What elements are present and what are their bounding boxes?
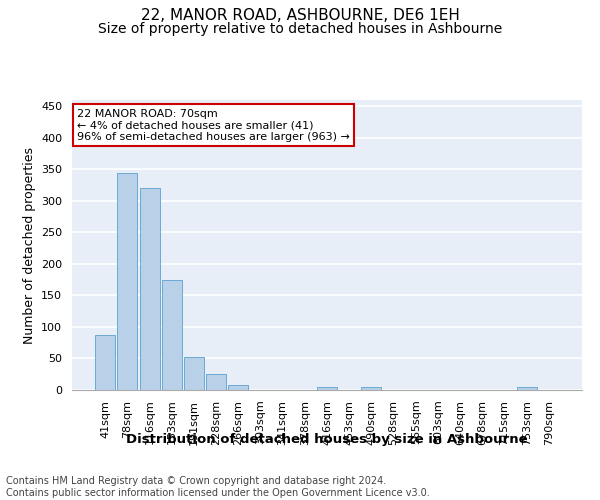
Text: Contains HM Land Registry data © Crown copyright and database right 2024.
Contai: Contains HM Land Registry data © Crown c… xyxy=(6,476,430,498)
Bar xyxy=(184,356,204,390)
Text: 22 MANOR ROAD: 70sqm
← 4% of detached houses are smaller (41)
96% of semi-detach: 22 MANOR ROAD: 70sqm ← 4% of detached ho… xyxy=(77,108,350,142)
Bar xyxy=(317,388,337,390)
Text: Distribution of detached houses by size in Ashbourne: Distribution of detached houses by size … xyxy=(126,432,528,446)
Y-axis label: Number of detached properties: Number of detached properties xyxy=(23,146,35,344)
Bar xyxy=(228,385,248,390)
Bar xyxy=(517,387,536,390)
Bar xyxy=(118,172,137,390)
Bar xyxy=(206,374,226,390)
Bar xyxy=(361,387,382,390)
Bar xyxy=(162,280,182,390)
Text: 22, MANOR ROAD, ASHBOURNE, DE6 1EH: 22, MANOR ROAD, ASHBOURNE, DE6 1EH xyxy=(140,8,460,22)
Bar xyxy=(95,334,115,390)
Text: Size of property relative to detached houses in Ashbourne: Size of property relative to detached ho… xyxy=(98,22,502,36)
Bar xyxy=(140,188,160,390)
